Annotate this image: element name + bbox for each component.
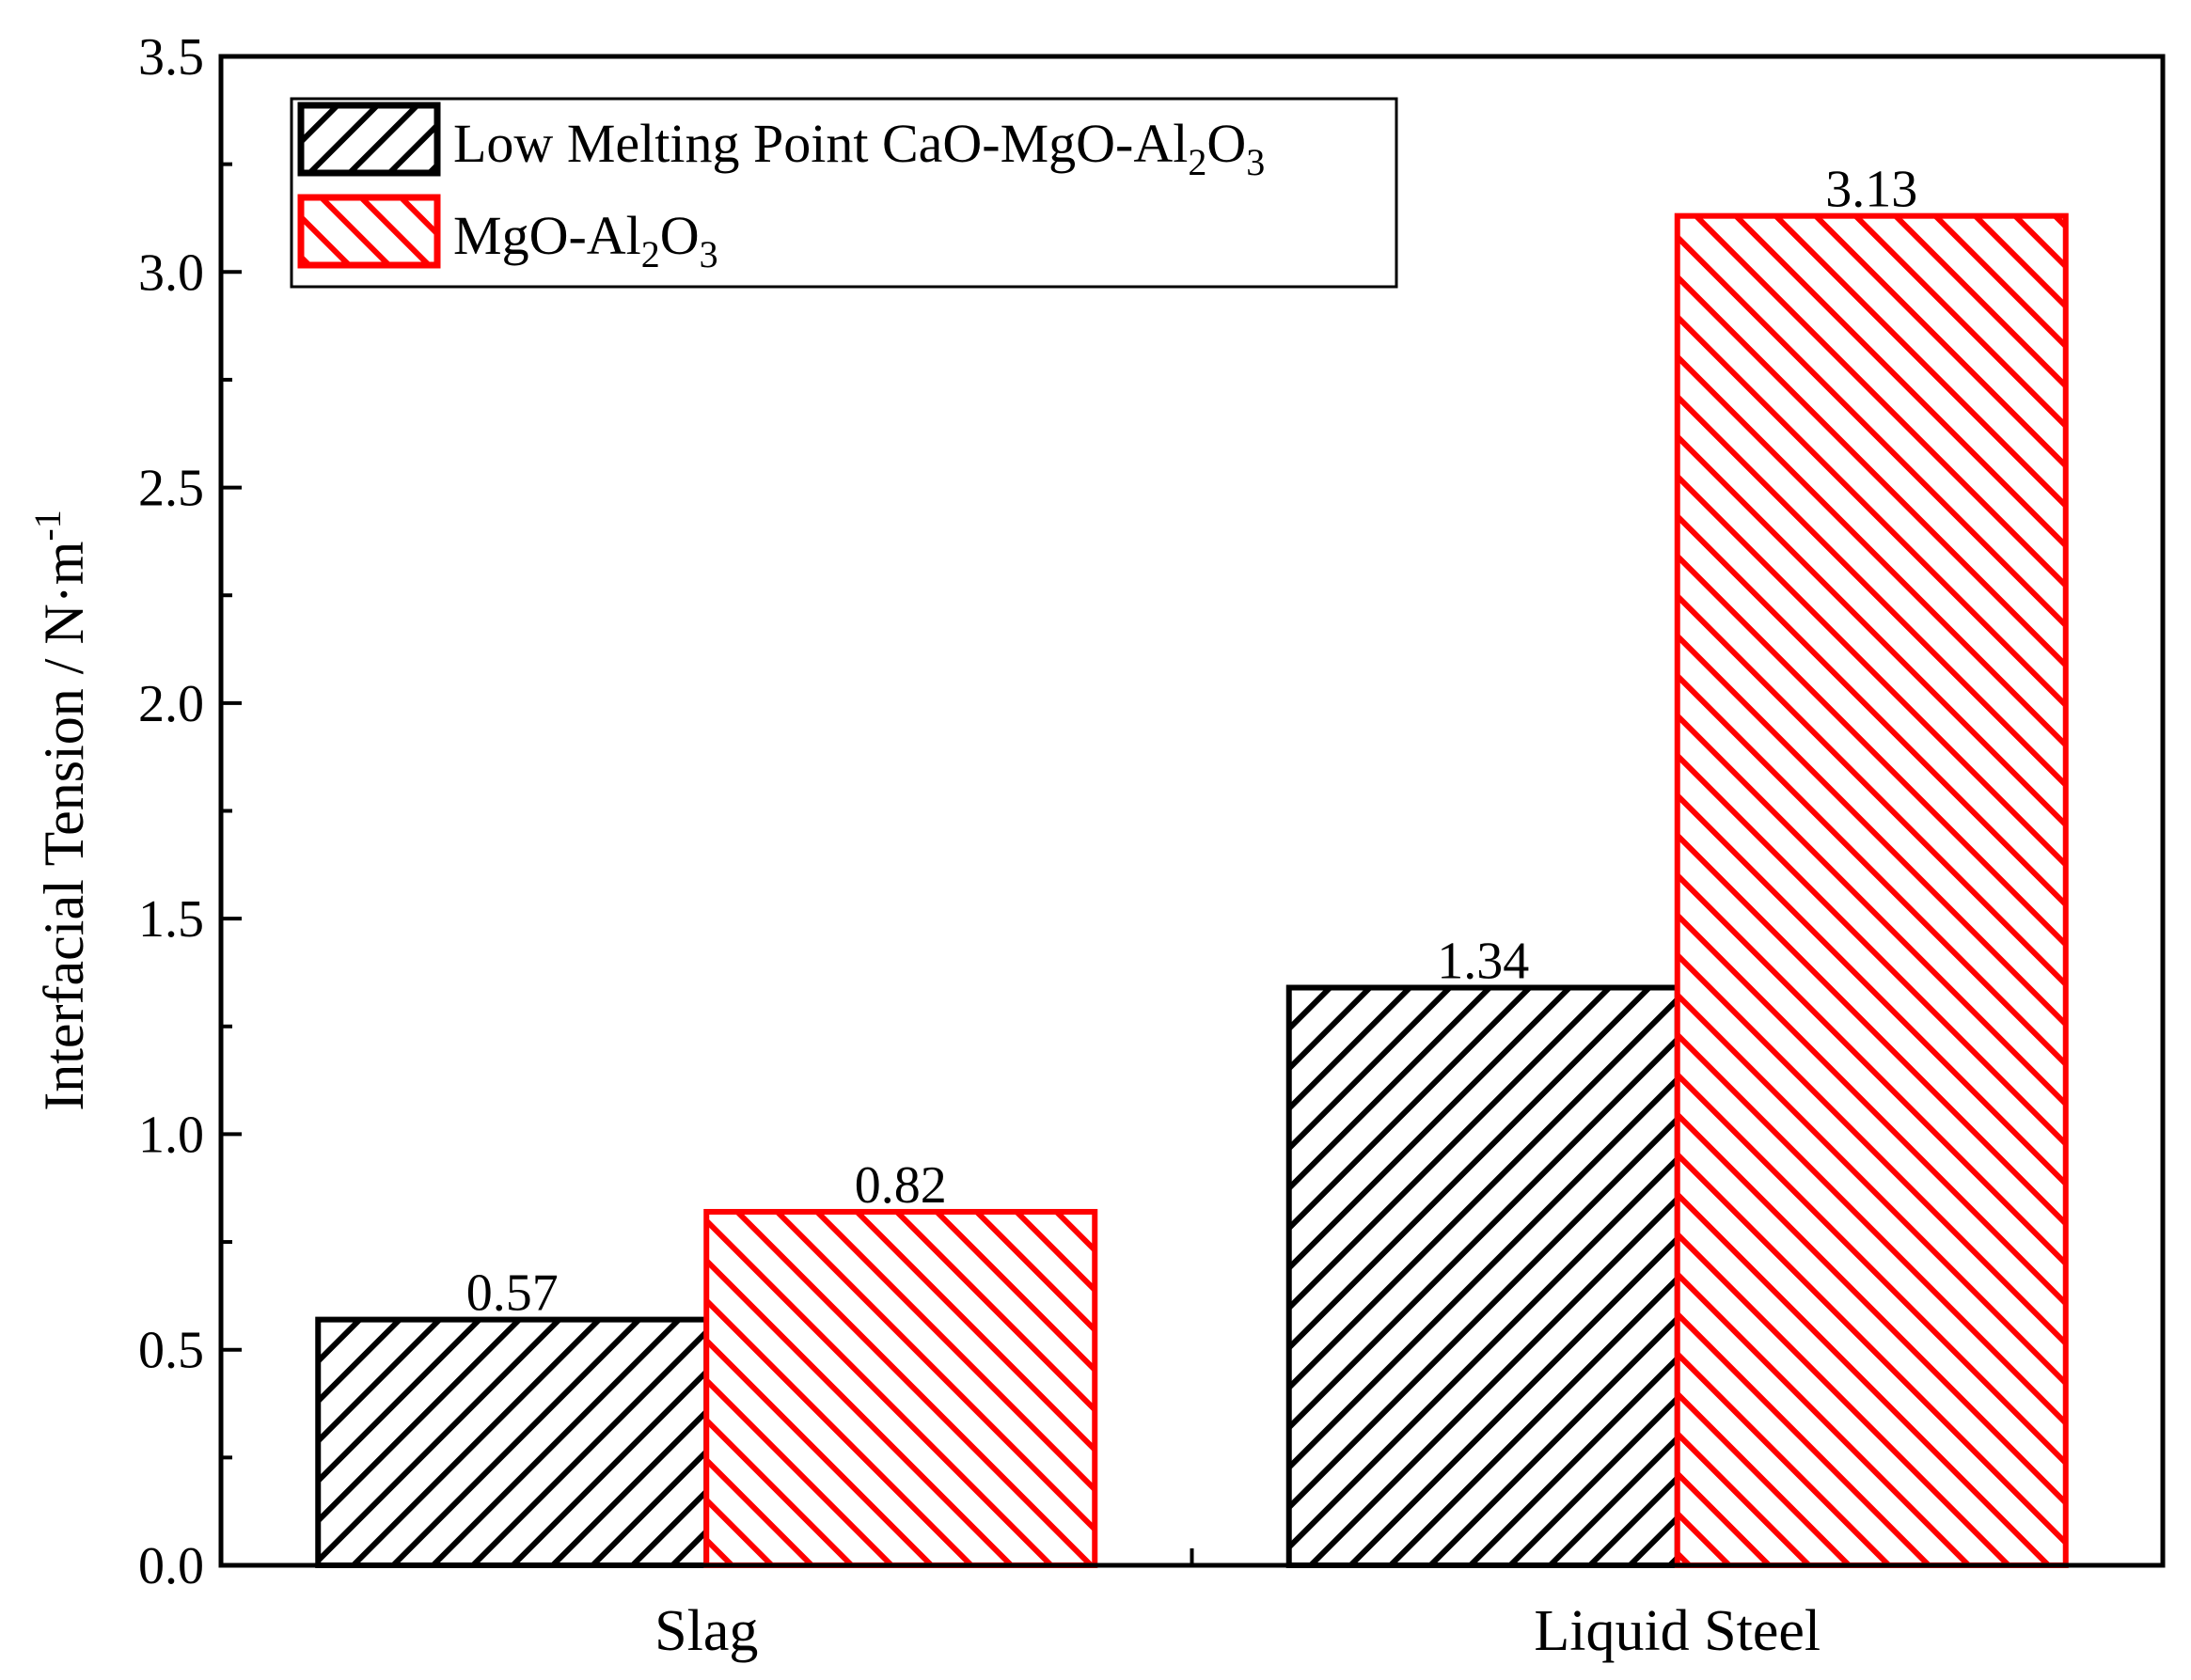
x-category-label: Liquid Steel: [1534, 1599, 1821, 1663]
legend-label-part: MgO-Al: [453, 205, 641, 266]
x-axis: Slag Liquid Steel: [654, 1548, 1821, 1663]
y-tick-label: 2.0: [138, 675, 204, 733]
legend: Low Melting Point CaO-MgO-Al2O3 MgO-Al2O…: [290, 97, 1398, 289]
legend-label-subscript: 3: [1246, 141, 1265, 183]
legend-label-part: O: [660, 205, 700, 266]
y-tick-label: 2.5: [138, 460, 204, 518]
legend-label-part: Low Melting Point CaO-MgO-Al: [453, 113, 1188, 174]
y-tick-label: 1.5: [138, 890, 204, 949]
legend-label-subscript: 2: [1188, 141, 1206, 183]
legend-swatch-mgo-al2o3: [297, 194, 441, 269]
y-tick-label: 0.5: [138, 1322, 204, 1380]
bars-group: [315, 212, 2069, 1569]
legend-swatch-low-melting-point: [297, 102, 441, 177]
legend-label-low-melting-point: Low Melting Point CaO-MgO-Al2O3: [453, 113, 1265, 183]
x-category-label: Slag: [654, 1599, 758, 1663]
y-axis: 0.0 0.5 1.0 1.5 2.0 2.5 3.0 3.5: [138, 28, 242, 1595]
legend-box: [290, 97, 1398, 289]
y-tick-label: 1.0: [138, 1106, 204, 1164]
bar-low-melting-point-cao-mgo-al2o3: [315, 1316, 710, 1568]
y-axis-label: Interfacial Tension / N·m-1: [26, 510, 95, 1110]
bar-value-label: 0.82: [855, 1156, 947, 1215]
legend-label-mgo-al2o3: MgO-Al2O3: [453, 205, 718, 275]
value-labels-group: 0.57 0.82 1.34 3.13: [466, 161, 1918, 1323]
bar-mgo-al2o3: [703, 1208, 1098, 1568]
legend-label-subscript: 3: [700, 233, 718, 275]
y-tick-label: 0.0: [138, 1537, 204, 1595]
bar-value-label: 3.13: [1825, 161, 1917, 219]
y-axis-label-superscript: -1: [26, 510, 69, 541]
bar-value-label: 1.34: [1437, 933, 1529, 991]
y-axis-label-text: Interfacial Tension / N·m: [33, 542, 95, 1111]
legend-label-part: O: [1206, 113, 1246, 174]
bar-value-label: 0.57: [466, 1264, 559, 1323]
y-tick-label: 3.0: [138, 243, 204, 302]
y-tick-label: 3.5: [138, 28, 204, 86]
bar-mgo-al2o3: [1674, 212, 2069, 1569]
bar-low-melting-point-cao-mgo-al2o3: [1285, 984, 1680, 1568]
legend-label-subscript: 2: [641, 233, 660, 275]
